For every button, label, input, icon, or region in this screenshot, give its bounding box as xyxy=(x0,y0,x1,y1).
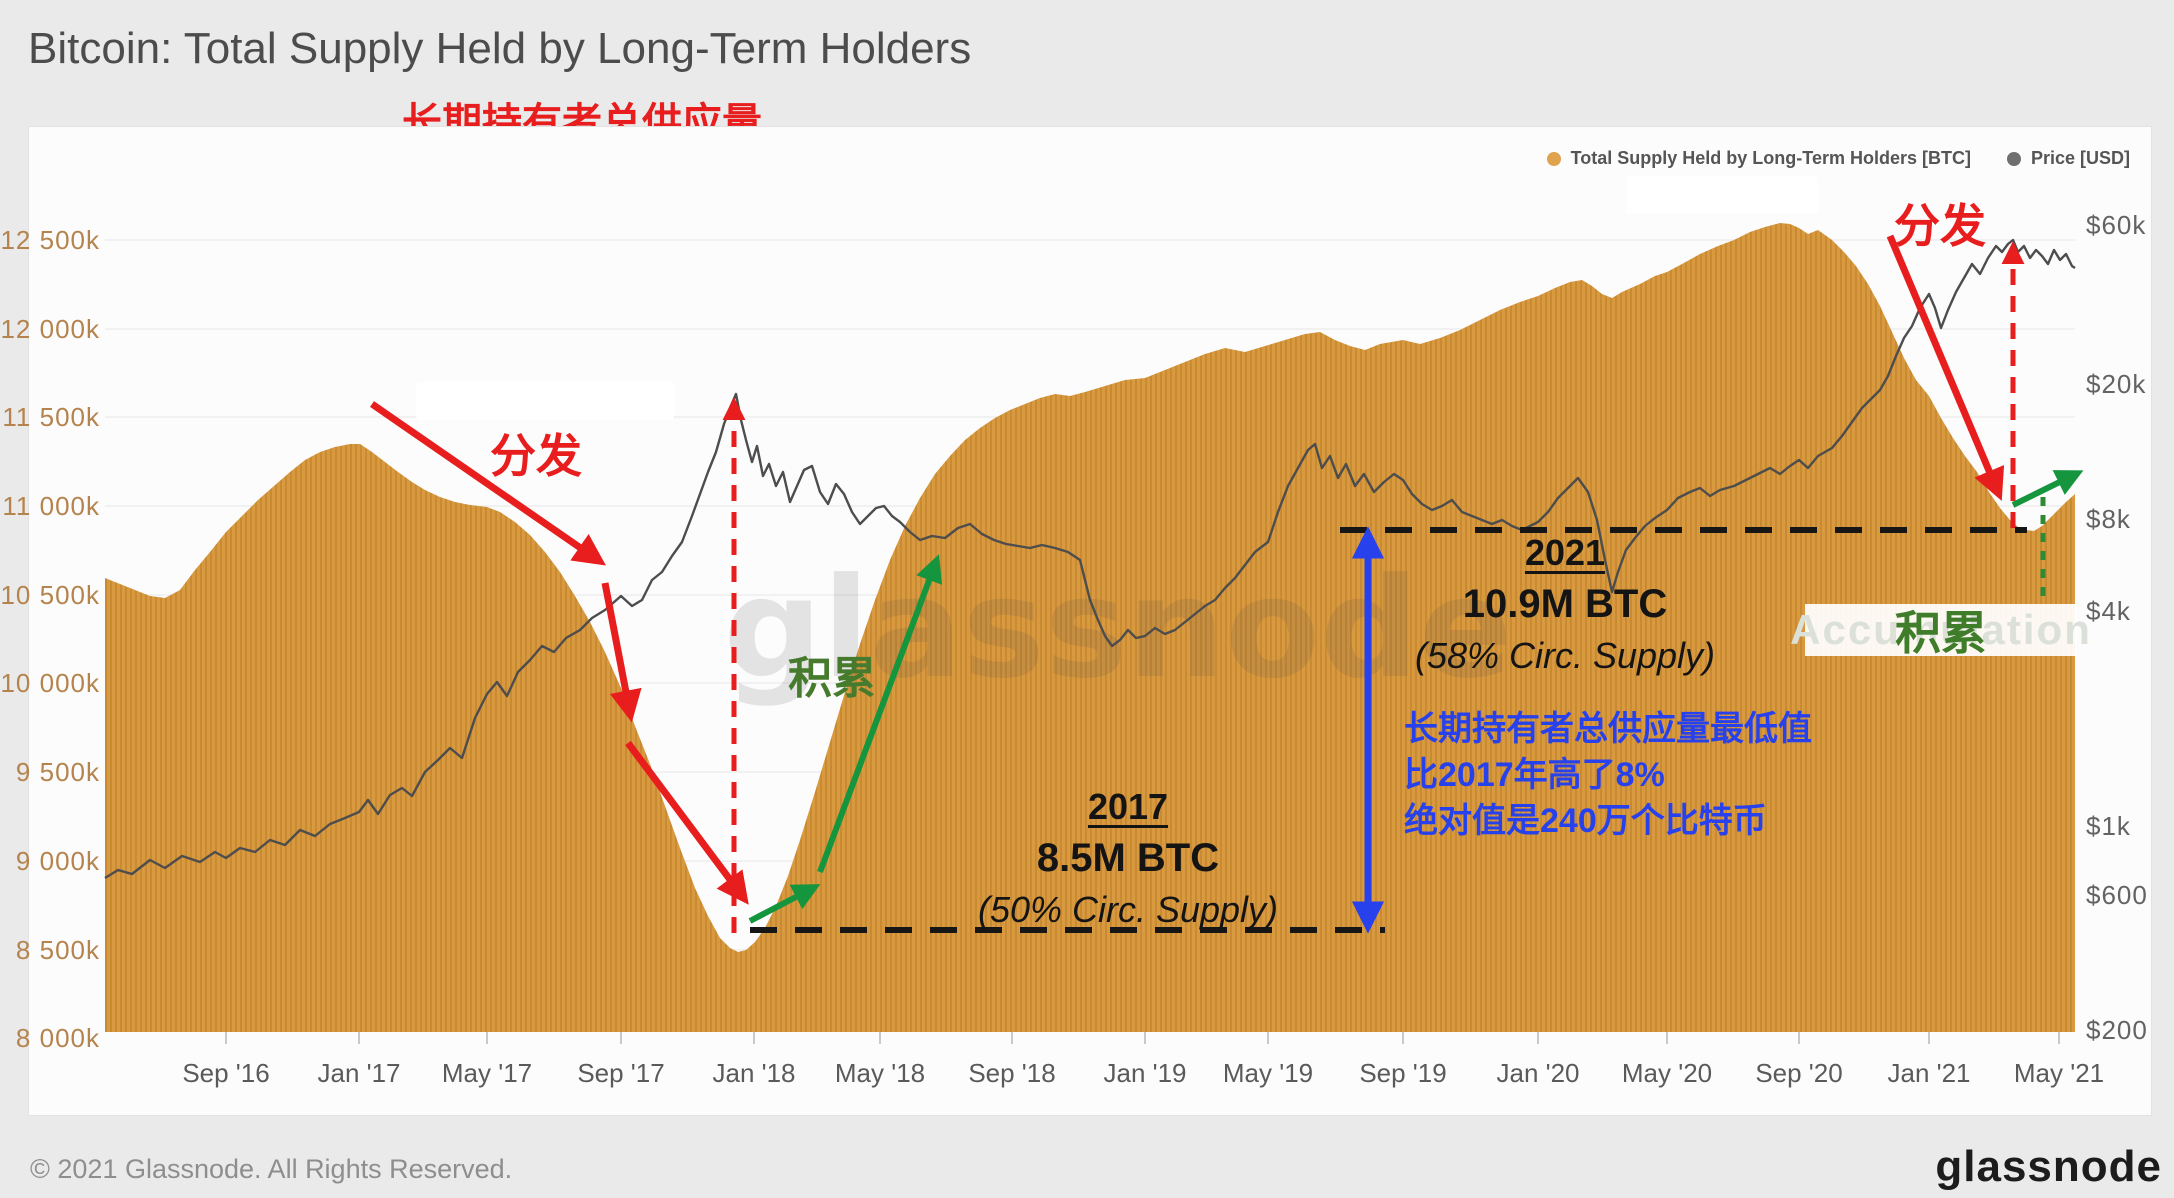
page-title: Bitcoin: Total Supply Held by Long-Term … xyxy=(28,24,972,73)
y-axis-left-tick: 8 000k xyxy=(15,1023,100,1053)
x-axis-tick: Jan '18 xyxy=(712,1058,796,1088)
x-axis-tick: May '20 xyxy=(1621,1058,1713,1088)
y-axis-right-tick: $200 xyxy=(2086,1015,2148,1045)
legend-item-price[interactable]: Price [USD] xyxy=(2006,148,2130,169)
x-axis-tick: May '19 xyxy=(1222,1058,1314,1088)
callout-2021-year: 2021 xyxy=(1524,532,1606,573)
y-axis-left-tick: 10 000k xyxy=(0,668,100,698)
y-axis-right-tick: $600 xyxy=(2086,880,2148,910)
y-axis-left-tick: 8 500k xyxy=(15,935,100,965)
y-axis-left-tick: 10 500k xyxy=(0,580,100,610)
y-axis-right-tick: $4k xyxy=(2086,596,2131,626)
annotation-accumulation-1: 积累 xyxy=(788,654,876,703)
annotation-blue-note: 长期持有者总供应量最低值 比2017年高了8% 绝对值是240万个比特币 xyxy=(1404,706,1812,844)
glassnode-logo: glassnode xyxy=(1935,1142,2162,1191)
callout-2017-year: 2017 xyxy=(1087,786,1169,827)
y-axis-left-tick: 12 500k xyxy=(0,225,100,255)
y-axis-left-tick: 11 000k xyxy=(2,491,100,521)
y-axis-right-tick: $20k xyxy=(2086,369,2147,399)
legend-dot-price-icon xyxy=(2006,151,2021,166)
y-axis-left-tick: 12 000k xyxy=(0,314,100,344)
legend-dot-supply-icon xyxy=(1546,151,1561,166)
y-axis-left-tick: 9 000k xyxy=(15,846,100,876)
y-axis-right-tick: $8k xyxy=(2086,504,2131,534)
x-axis-tick: Sep '20 xyxy=(1755,1058,1843,1088)
chart-legend: Total Supply Held by Long-Term Holders [… xyxy=(1546,148,2130,169)
x-axis-tick: Jan '21 xyxy=(1887,1058,1971,1088)
copyright-text: © 2021 Glassnode. All Rights Reserved. xyxy=(30,1154,513,1184)
callout-2021-btc: 10.9M BTC xyxy=(1462,582,1668,626)
x-axis-tick: Jan '17 xyxy=(317,1058,401,1088)
x-axis-tick: May '21 xyxy=(2013,1058,2105,1088)
annotation-blue-line2: 比2017年高了8% xyxy=(1404,756,1665,794)
legend-label-price: Price [USD] xyxy=(2030,148,2130,168)
y-axis-left-tick: 11 500k xyxy=(2,402,100,432)
x-axis-tick: Jan '20 xyxy=(1496,1058,1580,1088)
annotation-blue-line1: 长期持有者总供应量最低值 xyxy=(1404,710,1812,748)
annotation-distribution-1: 分发 xyxy=(490,430,582,482)
callout-2017-supply: (50% Circ. Supply) xyxy=(977,889,1279,930)
callout-2017-btc: 8.5M BTC xyxy=(1036,836,1220,880)
legend-item-supply[interactable]: Total Supply Held by Long-Term Holders [… xyxy=(1546,148,1971,169)
x-axis-tick: Sep '16 xyxy=(182,1058,270,1088)
accumulation-box: Accumulation 积累 xyxy=(1790,604,2092,659)
x-axis-tick: Sep '18 xyxy=(968,1058,1056,1088)
x-axis-tick: Sep '17 xyxy=(577,1058,665,1088)
y-axis-left-tick: 9 500k xyxy=(15,757,100,787)
x-axis-tick: May '18 xyxy=(834,1058,926,1088)
annotation-accumulation-2: 积累 xyxy=(1895,607,1987,659)
legend-label-supply: Total Supply Held by Long-Term Holders [… xyxy=(1570,148,1971,168)
callout-2021: 2021 10.9M BTC (58% Circ. Supply) xyxy=(1395,532,1735,677)
callout-2017: 2017 8.5M BTC (50% Circ. Supply) xyxy=(958,786,1298,931)
annotation-blue-line3: 绝对值是240万个比特币 xyxy=(1404,802,1767,840)
x-axis-tick: Sep '19 xyxy=(1359,1058,1447,1088)
annotation-distribution-2: 分发 xyxy=(1894,200,1986,252)
callout-2021-supply: (58% Circ. Supply) xyxy=(1414,635,1716,676)
accumulation-watermark: Accumulation xyxy=(1790,606,2092,653)
x-axis-tick: Jan '19 xyxy=(1103,1058,1187,1088)
y-axis-right-tick: $1k xyxy=(2086,811,2131,841)
y-axis-right-tick: $60k xyxy=(2086,210,2147,240)
x-axis-tick: May '17 xyxy=(441,1058,533,1088)
